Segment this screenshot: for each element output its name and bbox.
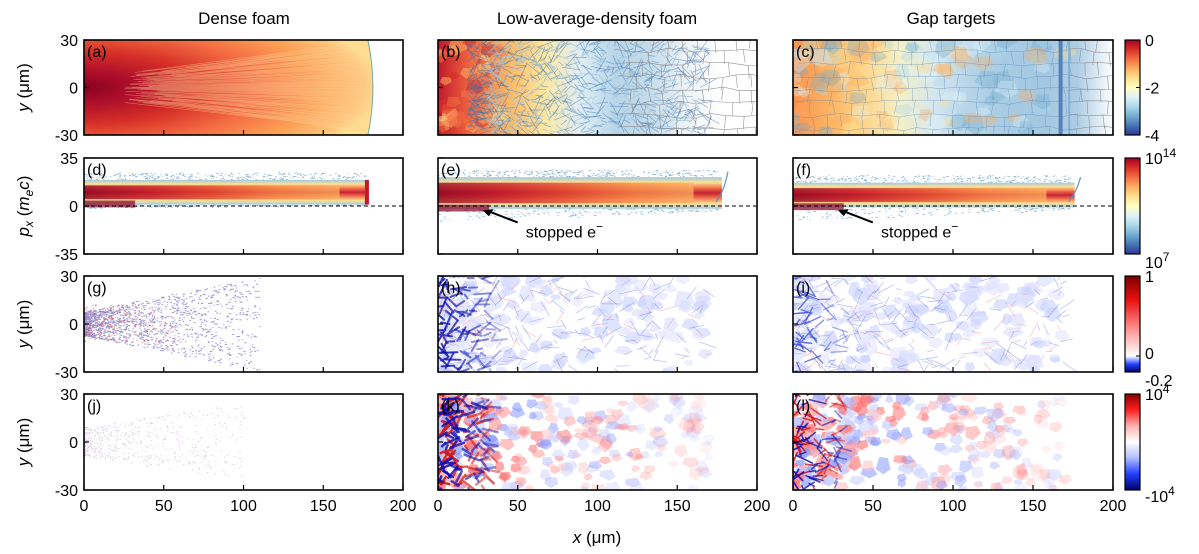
colorbar-row-4: 104 -104 (1124, 382, 1175, 506)
column-title-dense: Dense foam (198, 9, 290, 28)
x-tick-label: 150 (664, 498, 691, 515)
panel-j: (j)300-300 50 100 150 200 (55, 387, 417, 515)
y-tick-label: 0 (69, 199, 78, 216)
y-tick-label: -35 (55, 247, 78, 264)
y-tick-label: -30 (55, 128, 78, 145)
panel-k: (k) 0 50 100 150 200 (434, 393, 771, 515)
panel-label-d: (d) (87, 162, 107, 179)
panel-i: (i) (792, 275, 1114, 373)
x-axis-label: x (μm) (572, 528, 622, 547)
panel-label-g: (g) (87, 280, 107, 297)
colorbar-tick-label: 0 (1145, 346, 1154, 363)
panel-label-h: (h) (441, 280, 461, 297)
stopped-electrons-label: stopped e− (526, 220, 603, 242)
panel-h: (h) (437, 275, 758, 373)
x-tick-label: 0 (434, 498, 443, 515)
colorbar-tick-label: -2 (1145, 81, 1159, 98)
y-axis-label-row-1: y (μm) (14, 63, 33, 113)
panel-d: (d) 35 0 -35 (55, 151, 404, 264)
y-tick-label: 30 (60, 387, 78, 404)
x-tick-label: 100 (940, 498, 967, 515)
panel-e: stopped e− (e) (437, 157, 758, 255)
y-axis-label-row-3: y (μm) (14, 300, 33, 350)
x-tick-label: 50 (155, 498, 173, 515)
y-tick-label: -30 (55, 365, 78, 382)
colorbar-row-3: 1 0 -0.2 (1124, 269, 1173, 390)
x-tick-label: 150 (1020, 498, 1047, 515)
panel-a: (a) 30 0 -30 (55, 33, 404, 145)
y-tick-label: 0 (69, 435, 78, 452)
panel-l: (l) 0 50 100 150 200 (789, 393, 1127, 515)
stopped-electrons-label: stopped e− (881, 220, 958, 242)
y-axis-label-row-4: y (μm) (14, 418, 33, 468)
colorbar-row-1: 0 -2 -4 (1124, 33, 1159, 145)
colorbar-tick-label: -104 (1145, 484, 1175, 506)
colorbar-tick-label: 104 (1145, 382, 1170, 404)
panel-f: stopped e− (f) (792, 157, 1114, 255)
x-tick-label: 200 (390, 498, 417, 515)
panel-label-a: (a) (87, 44, 107, 61)
panel-c: (c) (792, 39, 1114, 136)
panel-label-k: (k) (441, 398, 460, 415)
colorbar-tick-label: -0.2 (1145, 373, 1173, 390)
x-tick-label: 0 (80, 498, 89, 515)
panel-label-i: (i) (796, 280, 810, 297)
y-tick-label: 0 (69, 81, 78, 98)
y-axis-label-row-2: px (mec) (14, 176, 36, 238)
panel-label-j: (j) (87, 398, 101, 415)
colorbar-tick-label: 1 (1145, 269, 1154, 286)
colorbar-tick-label: 107 (1145, 250, 1170, 272)
x-tick-label: 150 (310, 498, 337, 515)
y-tick-label: 0 (69, 317, 78, 334)
panel-label-e: (e) (441, 162, 461, 179)
panel-b: (b) (437, 39, 758, 136)
row-y-labels: y (μm) px (mec) y (μm) y (μm) (14, 63, 36, 467)
colorbar-tick-label: 0 (1145, 33, 1154, 50)
colorbar-tick-label: -4 (1145, 128, 1159, 145)
panel-label-l: (l) (796, 398, 810, 415)
x-tick-label: 200 (744, 498, 771, 515)
y-tick-label: -30 (55, 483, 78, 500)
column-title-low-density: Low-average-density foam (497, 9, 697, 28)
y-tick-label: 30 (60, 33, 78, 50)
colorbar-row-2: 1014 107 (1124, 146, 1176, 272)
x-tick-label: 100 (230, 498, 257, 515)
column-title-gap: Gap targets (907, 9, 996, 28)
x-tick-label: 50 (864, 498, 882, 515)
x-tick-label: 50 (509, 498, 527, 515)
panel-label-c: (c) (796, 44, 815, 61)
x-tick-label: 200 (1100, 498, 1127, 515)
panel-g: (g) 30 0 -30 (55, 269, 404, 382)
y-tick-label: 30 (60, 269, 78, 286)
y-tick-label: 35 (60, 151, 78, 168)
colorbar-tick-label: 1014 (1145, 146, 1176, 168)
panel-label-b: (b) (441, 44, 461, 61)
x-tick-label: 100 (584, 498, 611, 515)
x-tick-label: 0 (789, 498, 798, 515)
panel-label-f: (f) (796, 162, 811, 179)
